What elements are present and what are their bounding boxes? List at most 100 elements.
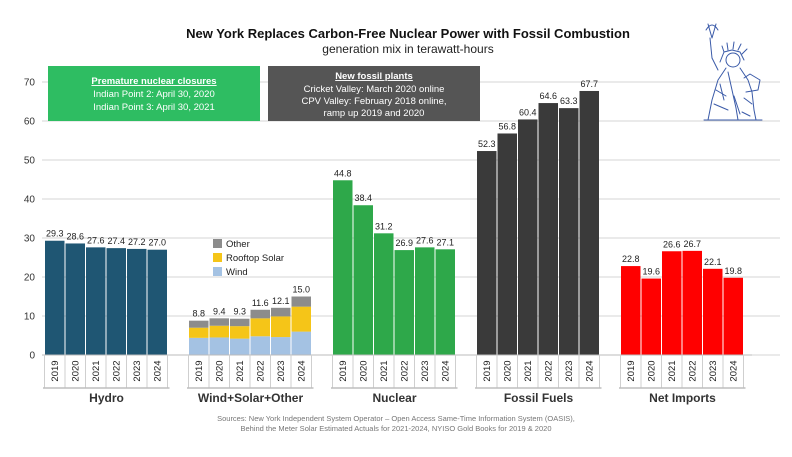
x-tick-label: 2019	[50, 360, 61, 381]
bar-segment	[291, 296, 311, 307]
legend-label-other: Other	[226, 239, 250, 250]
bar	[45, 240, 65, 355]
bar	[579, 90, 599, 355]
data-label: 67.7	[580, 79, 598, 89]
annotation-fossil-plants-line: CPV Valley: February 2018 online,	[301, 96, 446, 107]
x-tick-label: 2020	[646, 360, 657, 381]
annotation-fossil-plants-line: Cricket Valley: March 2020 online	[304, 84, 445, 95]
bar	[147, 249, 167, 355]
bar	[415, 247, 435, 355]
x-tick-label: 2019	[338, 360, 349, 381]
bar	[723, 277, 743, 355]
legend-label-rooftop-solar: Rooftop Solar	[226, 253, 284, 264]
bar	[538, 103, 558, 355]
annotation-fossil-plants-line: ramp up 2019 and 2020	[324, 108, 425, 119]
data-label: 27.1	[436, 237, 454, 247]
data-label: 26.7	[683, 239, 701, 249]
x-tick-label: 2024	[296, 360, 307, 381]
bar-segment	[230, 318, 250, 327]
x-tick-label: 2021	[91, 360, 102, 381]
x-tick-label: 2020	[70, 360, 81, 381]
x-tick-label: 2024	[152, 360, 163, 381]
y-tick-label: 0	[29, 351, 35, 362]
bar-segment	[189, 320, 209, 328]
x-tick-label: 2024	[728, 360, 739, 381]
data-label: 28.6	[66, 231, 84, 241]
legend-swatch-rooftop-solar	[213, 253, 222, 262]
bar	[641, 278, 661, 355]
bar-segment	[250, 318, 270, 337]
bar-segment	[189, 327, 209, 338]
y-tick-label: 50	[24, 156, 36, 167]
annotation-nuclear-closures-line: Indian Point 2: April 30, 2020	[93, 89, 214, 100]
annotation-nuclear-closures-title: Premature nuclear closures	[91, 76, 216, 87]
annotation-nuclear-closures: Premature nuclear closures Indian Point …	[48, 66, 260, 121]
bars	[45, 90, 743, 355]
legend: Other Rooftop Solar Wind	[213, 239, 284, 278]
x-tick-label: 2023	[708, 360, 719, 381]
x-tick-label: 2022	[543, 360, 554, 381]
bar	[394, 250, 414, 355]
data-label: 12.1	[272, 296, 290, 306]
x-tick-label: 2023	[276, 360, 287, 381]
x-tick-label: 2019	[482, 360, 493, 381]
data-label: 27.2	[128, 237, 146, 247]
x-tick-label: 2022	[687, 360, 698, 381]
group-label: Fossil Fuels	[504, 391, 574, 405]
data-label: 60.4	[519, 107, 537, 117]
y-tick-label: 40	[24, 195, 36, 206]
y-tick-label: 10	[24, 312, 36, 323]
annotation-nuclear-closures-box	[48, 66, 260, 121]
x-tick-label: 2020	[214, 360, 225, 381]
bar	[559, 108, 579, 355]
bar-segment	[189, 337, 209, 355]
data-label: 26.9	[395, 238, 413, 248]
legend-swatch-other	[213, 239, 222, 248]
bar	[621, 266, 641, 355]
data-label: 15.0	[292, 285, 310, 295]
data-label: 27.6	[416, 235, 434, 245]
bar	[333, 180, 353, 355]
x-tick-label: 2024	[584, 360, 595, 381]
y-tick-label: 60	[24, 117, 36, 128]
data-label: 44.8	[334, 168, 352, 178]
bar	[703, 268, 723, 355]
annotation-fossil-plants-title: New fossil plants	[335, 71, 413, 82]
bar-segment	[271, 337, 291, 355]
bar	[127, 248, 147, 355]
data-label: 22.8	[622, 254, 640, 264]
bar-segment	[271, 307, 291, 317]
data-label: 9.3	[233, 307, 246, 317]
x-axis: 2019 2020 2021 2022 2023 2024 Hydro 2019 2020 202…	[42, 354, 752, 405]
bar-segment	[230, 326, 250, 339]
data-label: 31.2	[375, 221, 393, 231]
x-tick-label: 2019	[626, 360, 637, 381]
bar-segment	[209, 337, 229, 355]
data-label: 29.3	[46, 229, 64, 239]
bar-segment	[291, 306, 311, 332]
x-tick-label: 2023	[564, 360, 575, 381]
group-label: Wind+Solar+Other	[198, 391, 304, 405]
bar	[106, 248, 126, 355]
bar-segment	[250, 336, 270, 355]
bar-segment	[209, 325, 229, 338]
bar-segment	[209, 318, 229, 326]
bar-segment	[271, 316, 291, 338]
data-label: 27.6	[87, 235, 105, 245]
bar	[518, 119, 538, 355]
bar-segment	[291, 331, 311, 355]
group-label: Net Imports	[649, 391, 716, 405]
bar	[682, 250, 702, 355]
bar	[435, 249, 455, 355]
value-labels: 29.3 28.6 27.6 27.4 27.2 27.08.8 9.4 9.311.6 12.…	[46, 79, 742, 319]
x-tick-label: 2022	[255, 360, 266, 381]
x-tick-label: 2021	[523, 360, 534, 381]
bar	[86, 247, 106, 355]
bar	[497, 133, 517, 355]
data-label: 63.3	[560, 96, 578, 106]
data-label: 27.4	[107, 236, 125, 246]
x-tick-label: 2020	[358, 360, 369, 381]
y-tick-label: 70	[24, 78, 36, 89]
x-tick-label: 2019	[194, 360, 205, 381]
